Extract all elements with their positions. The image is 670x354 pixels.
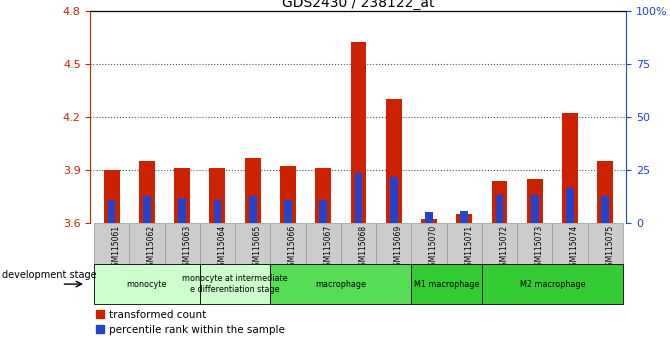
Text: GSM115070: GSM115070 [429,225,438,271]
Text: GSM115063: GSM115063 [182,225,191,271]
Bar [390,177,397,223]
Bar [280,166,296,223]
Bar [411,264,482,304]
Text: GSM115075: GSM115075 [605,225,614,271]
Bar [421,219,437,223]
Bar [602,196,609,223]
Bar [517,223,552,264]
Bar [200,223,235,264]
Bar [316,168,331,223]
Bar [249,196,257,223]
Bar [425,212,433,223]
Text: monocyte: monocyte [127,280,167,289]
Bar [139,161,155,223]
Text: M1 macrophage: M1 macrophage [414,280,479,289]
Text: GSM115071: GSM115071 [464,225,473,271]
Bar [165,223,200,264]
Bar [354,173,362,223]
Text: GSM115064: GSM115064 [217,225,226,271]
Bar [94,223,129,264]
Bar [411,223,447,264]
Bar [482,223,517,264]
Bar [270,264,411,304]
Bar [235,223,270,264]
Bar [210,168,225,223]
Bar [306,223,341,264]
Bar [531,195,539,223]
Bar [386,99,401,223]
Text: development stage: development stage [3,270,97,280]
Bar [527,179,543,223]
Bar [552,223,588,264]
Bar [284,200,292,223]
Text: GSM115069: GSM115069 [394,225,403,271]
Text: GSM115062: GSM115062 [147,225,156,271]
Bar [447,223,482,264]
Text: GSM115068: GSM115068 [358,225,367,271]
Bar [108,200,115,223]
Bar [174,168,190,223]
Text: GSM115072: GSM115072 [500,225,509,271]
Text: GSM115065: GSM115065 [253,225,262,271]
Text: GSM115074: GSM115074 [570,225,579,271]
Bar [598,161,613,223]
Bar [566,188,574,223]
Bar [104,170,119,223]
Bar [376,223,411,264]
Bar [320,200,327,223]
Bar [562,113,578,223]
Bar [482,264,623,304]
Bar [496,195,503,223]
Title: GDS2430 / 238122_at: GDS2430 / 238122_at [282,0,435,10]
Bar [492,181,507,223]
Bar [350,42,366,223]
Text: M2 macrophage: M2 macrophage [520,280,585,289]
Text: macrophage: macrophage [316,280,366,289]
Bar [129,223,165,264]
Bar [270,223,306,264]
Bar [94,264,200,304]
Text: GSM115066: GSM115066 [288,225,297,271]
Legend: transformed count, percentile rank within the sample: transformed count, percentile rank withi… [96,310,285,335]
Bar [214,200,221,223]
Text: GSM115073: GSM115073 [535,225,544,271]
Text: GSM115061: GSM115061 [112,225,121,271]
Bar [460,211,468,223]
Bar [341,223,376,264]
Bar [588,223,623,264]
Bar [245,158,261,223]
Bar [200,264,270,304]
Bar [143,196,151,223]
Text: GSM115067: GSM115067 [323,225,332,271]
Bar [178,198,186,223]
Bar [456,214,472,223]
Text: monocyte at intermediate
e differentiation stage: monocyte at intermediate e differentiati… [182,274,288,294]
